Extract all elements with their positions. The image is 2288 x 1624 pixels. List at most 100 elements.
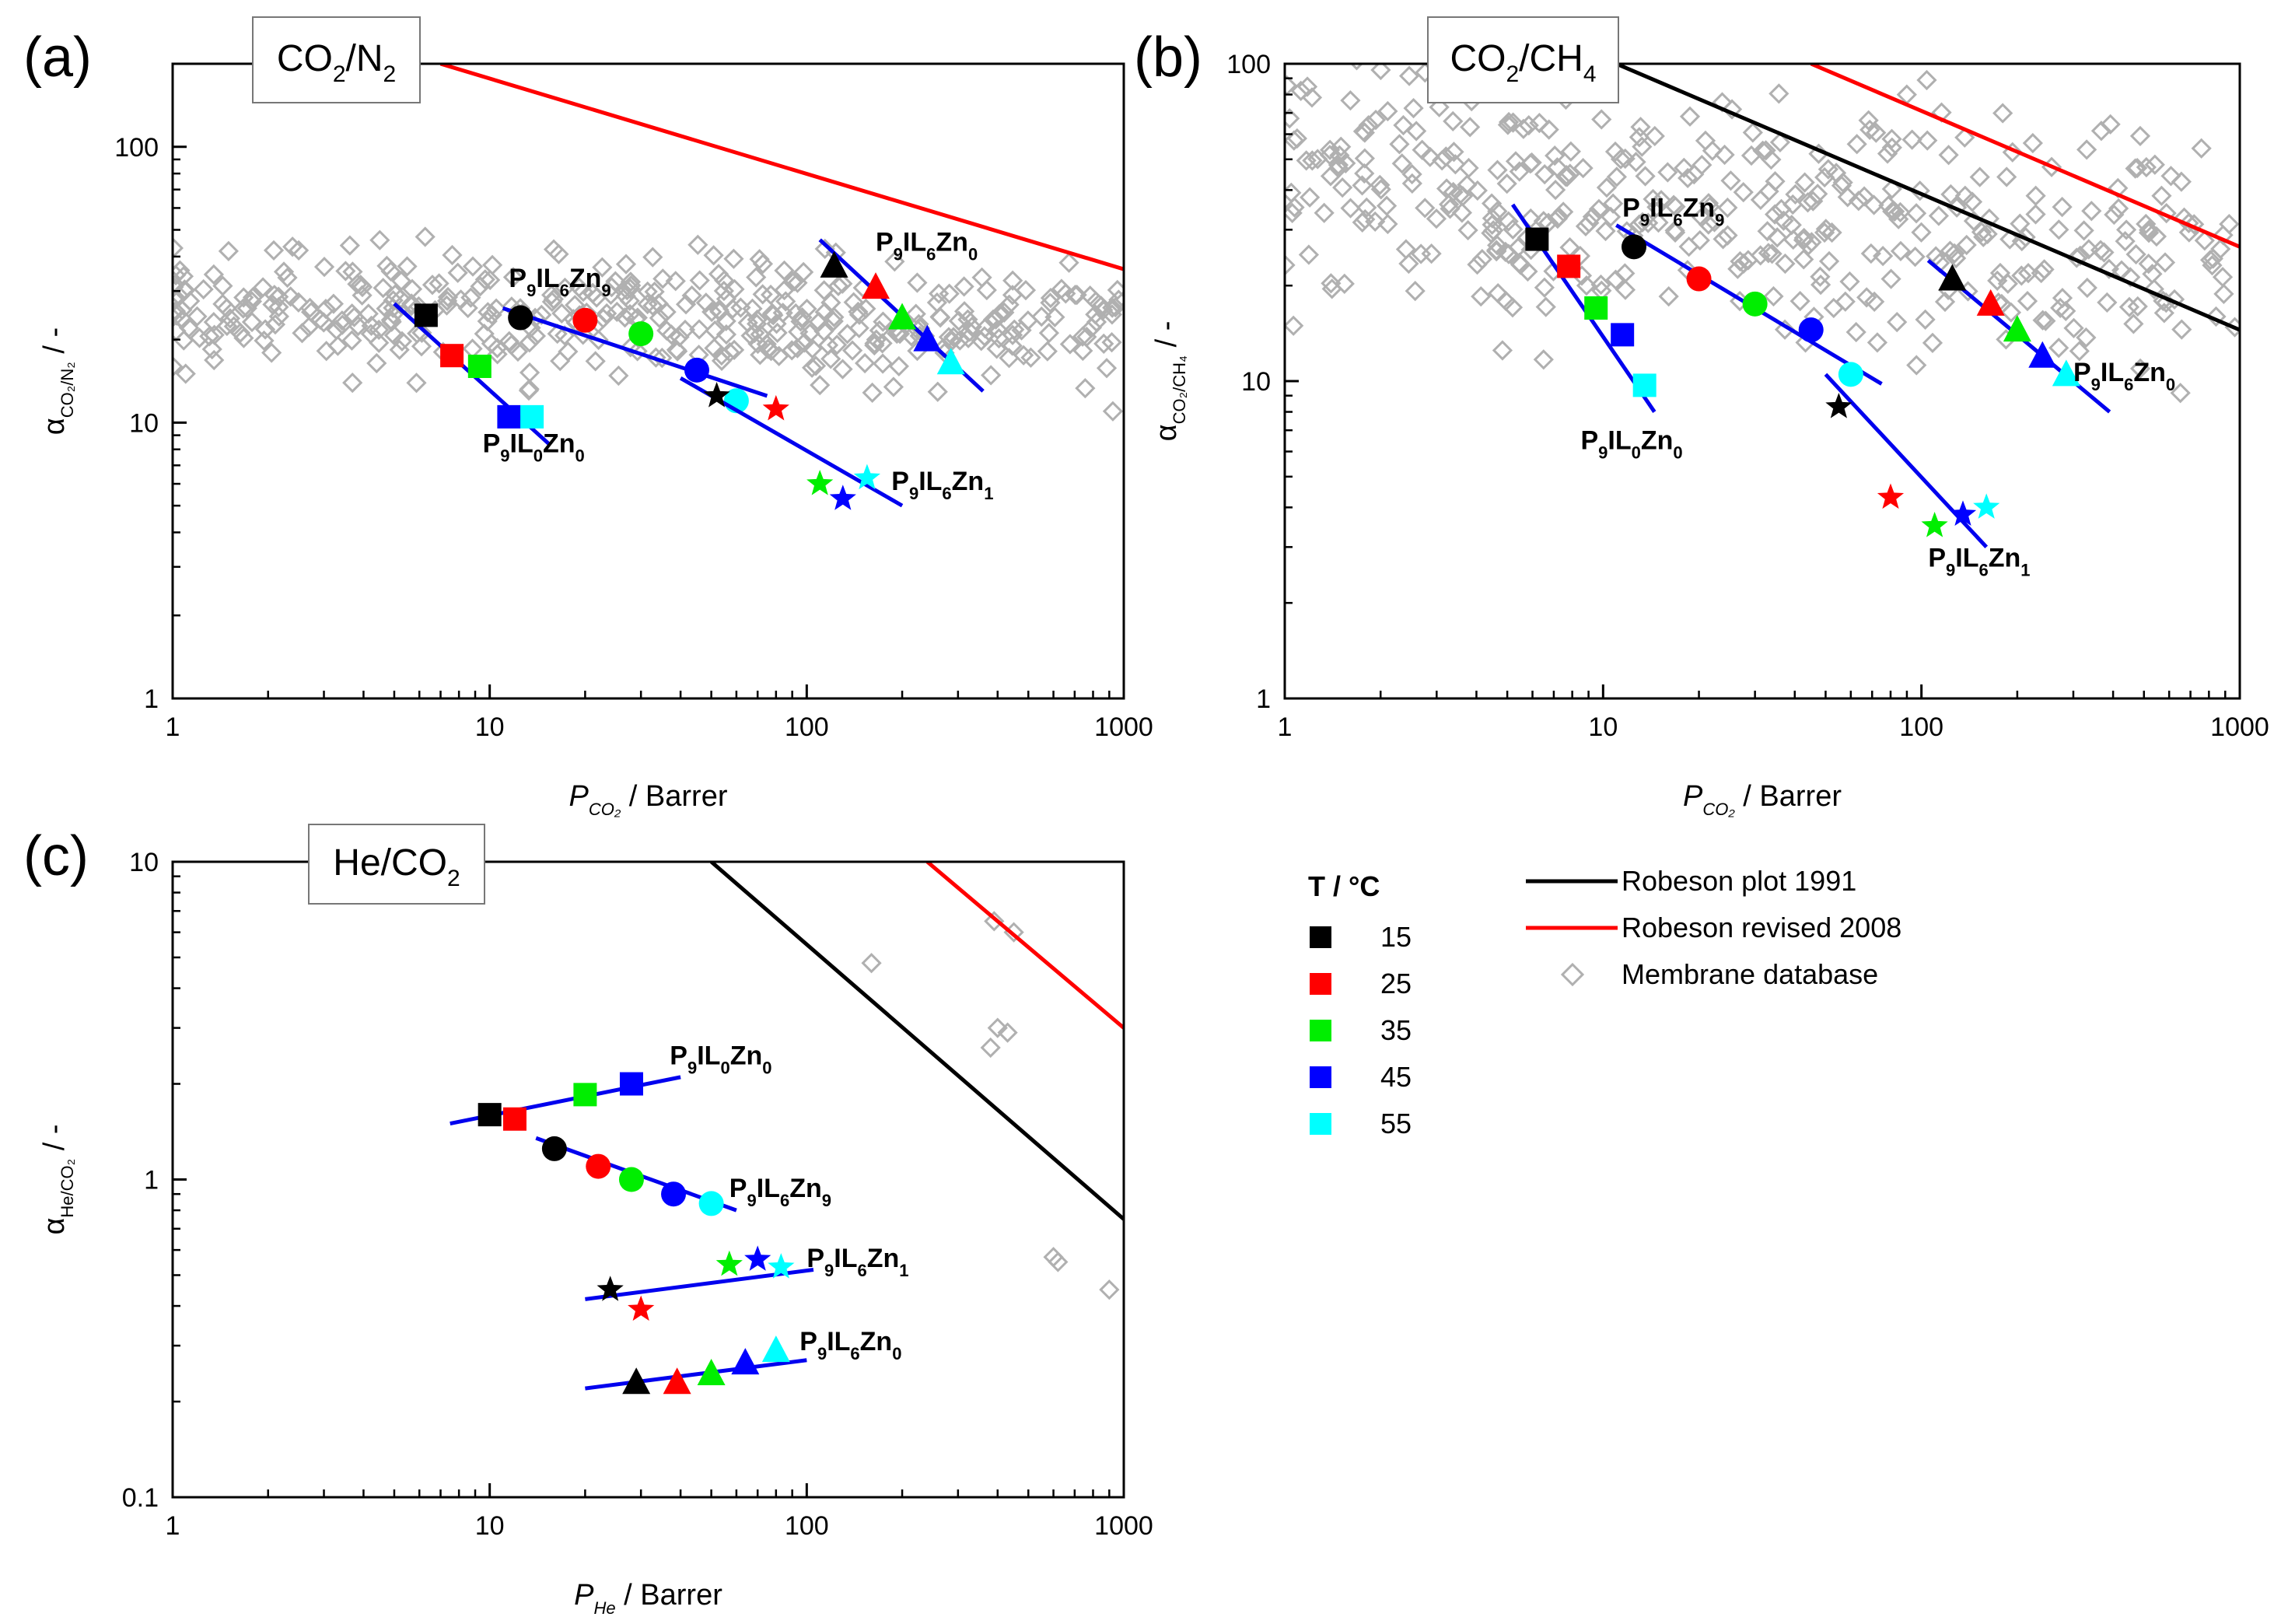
- database-point: [2000, 302, 2022, 323]
- database-point: [1055, 283, 1076, 304]
- database-point: [173, 299, 193, 320]
- database-point: [1604, 141, 1626, 163]
- database-point: [1285, 202, 1303, 224]
- y-tick-label: 10: [129, 848, 159, 877]
- database-point: [1678, 236, 1699, 257]
- database-point: [888, 355, 909, 377]
- legend-diamond-swatch: [1560, 962, 1585, 987]
- database-point: [204, 349, 225, 371]
- database-point: [547, 323, 568, 345]
- database-point: [2127, 157, 2148, 179]
- database-point: [723, 248, 744, 269]
- database-point: [380, 261, 401, 282]
- database-point: [280, 286, 301, 307]
- database-point: [1940, 184, 1961, 205]
- temperature-swatch: [1310, 926, 1331, 948]
- panel-b: P9IL0Zn0 P9IL6Zn9 P9IL6Zn1 P9IL6Zn0 1 10 100 10…: [1134, 16, 2269, 819]
- database-point: [820, 292, 841, 313]
- database-point: [1644, 125, 1665, 147]
- database-point: [1457, 174, 1478, 195]
- database-point: [331, 310, 352, 331]
- database-point: [1944, 243, 1965, 264]
- y-tick-label: 10: [129, 408, 159, 438]
- database-point: [592, 257, 613, 278]
- database-point: [1794, 172, 1815, 193]
- square-point: [573, 1083, 597, 1107]
- database-point: [2164, 289, 2185, 310]
- database-point: [1906, 355, 1927, 376]
- database-point: [814, 302, 835, 323]
- database-point: [442, 244, 463, 266]
- star-point: [829, 485, 856, 510]
- database-point: [619, 290, 640, 311]
- database-point: [1429, 96, 1450, 117]
- database-point: [1934, 291, 1956, 313]
- database-point: [2052, 196, 2073, 218]
- database-point: [2160, 166, 2181, 187]
- database-point: [1058, 252, 1079, 273]
- database-point: [1761, 243, 1782, 264]
- database-point: [254, 330, 275, 352]
- circle-point: [508, 305, 534, 331]
- database-point: [1573, 158, 1594, 179]
- database-point: [701, 301, 722, 323]
- y-tick-label: 10: [1241, 367, 1271, 397]
- database-point: [927, 381, 948, 402]
- database-point: [987, 319, 1008, 340]
- database-point: [1992, 103, 2013, 124]
- title-box: [308, 824, 485, 905]
- database-point: [1483, 220, 1504, 241]
- database-point: [342, 372, 363, 394]
- database-point: [1590, 274, 1611, 296]
- database-point: [555, 277, 575, 299]
- database-point: [2034, 259, 2055, 280]
- database-point: [953, 276, 974, 297]
- triangle-point: [1938, 264, 1967, 291]
- database-point: [2194, 230, 2215, 251]
- database-point: [1956, 234, 1977, 256]
- database-point: [767, 322, 788, 344]
- database-point: [1917, 130, 1938, 151]
- database-point: [2100, 114, 2121, 135]
- y-tick-label: 1: [144, 1166, 159, 1195]
- series-p9il6zn9: [535, 1136, 737, 1216]
- triangle-point: [2028, 341, 2057, 368]
- database-point: [1377, 213, 1398, 235]
- database-point: [824, 306, 845, 327]
- database-point: [1856, 287, 1877, 308]
- triangle-point: [913, 324, 942, 352]
- database-point: [1750, 189, 1772, 211]
- triangle-point: [731, 1348, 760, 1375]
- database-point: [1535, 296, 1556, 317]
- database-point: [782, 340, 803, 361]
- database-point: [1040, 287, 1062, 309]
- database-point: [1591, 109, 1612, 130]
- database-point: [1859, 119, 1880, 140]
- database-point: [201, 338, 222, 360]
- database-point: [869, 320, 890, 341]
- database-point: [2025, 204, 2046, 225]
- database-point: [1888, 208, 1909, 229]
- star-point: [1949, 500, 1977, 526]
- database-point: [1059, 334, 1081, 355]
- panel-letter: (c): [23, 825, 89, 887]
- database-point: [805, 355, 827, 376]
- database-point: [756, 334, 777, 355]
- database-point: [1848, 191, 1869, 212]
- database-point: [1576, 275, 1597, 296]
- database-point: [1771, 198, 1792, 219]
- square-point: [1584, 296, 1608, 320]
- database-point: [708, 264, 729, 285]
- database-point: [2098, 258, 2120, 279]
- star-point: [806, 470, 834, 495]
- database-point: [1615, 279, 1636, 300]
- database-point: [1835, 291, 1856, 312]
- database-point: [1076, 326, 1097, 348]
- database-point: [233, 327, 254, 348]
- database-point: [2081, 201, 2102, 222]
- database-point: [1410, 243, 1432, 264]
- database-point: [582, 283, 603, 304]
- database-point: [339, 235, 360, 256]
- database-point: [645, 347, 666, 368]
- database-point: [1858, 110, 1879, 131]
